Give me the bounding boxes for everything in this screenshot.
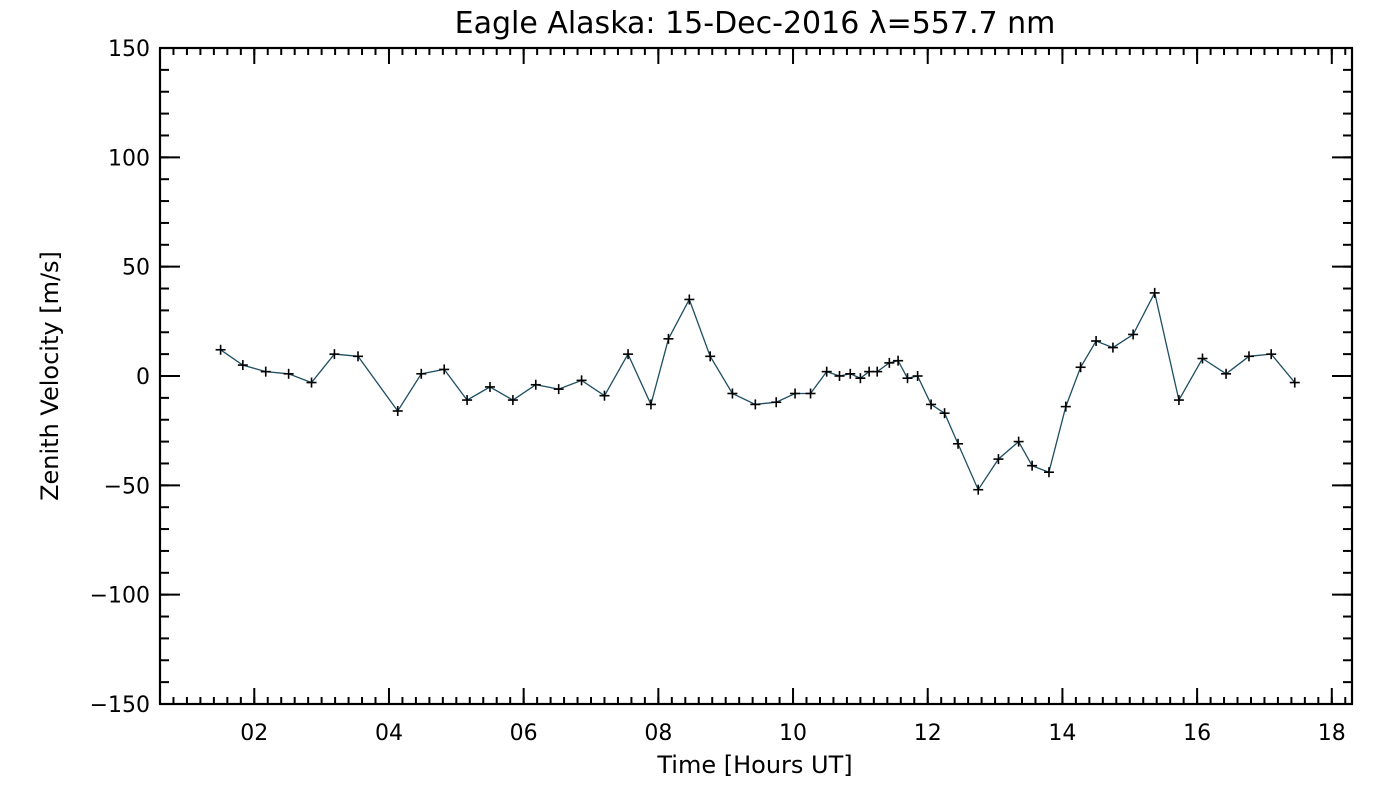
x-tick-label: 10 <box>779 721 807 746</box>
data-point <box>893 355 904 366</box>
data-point <box>530 379 541 390</box>
data-point <box>306 377 317 388</box>
data-point <box>821 366 832 377</box>
y-tick-label: −50 <box>104 474 150 499</box>
data-point <box>1266 349 1277 360</box>
data-point <box>805 388 816 399</box>
data-point <box>599 390 610 401</box>
data-point <box>973 484 984 495</box>
data-point <box>1243 351 1254 362</box>
data-point <box>484 381 495 392</box>
data-point <box>329 349 340 360</box>
y-tick-labels: −150 −100 −50 0 50 100 150 <box>90 37 150 718</box>
data-point <box>215 344 226 355</box>
data-point <box>462 395 473 406</box>
data-point <box>926 399 937 410</box>
data-point <box>1091 336 1102 347</box>
chart-title: Eagle Alaska: 15-Dec-2016 λ=557.7 nm <box>455 6 1056 41</box>
x-tick-label: 18 <box>1318 721 1346 746</box>
y-tick-label: −150 <box>90 693 150 718</box>
data-point <box>872 366 883 377</box>
x-tick-label: 06 <box>510 721 538 746</box>
data-point <box>416 368 427 379</box>
data-point <box>1289 377 1300 388</box>
data-point <box>645 399 656 410</box>
data-point <box>834 371 845 381</box>
data-point <box>392 405 403 416</box>
data-point <box>1027 460 1038 471</box>
data-point <box>439 364 450 375</box>
data-point <box>1221 368 1232 379</box>
data-point <box>663 333 674 344</box>
data-point <box>750 399 761 410</box>
y-tick-label: −100 <box>90 584 150 609</box>
data-point <box>902 373 913 384</box>
data-point <box>576 375 587 386</box>
y-tick-label: 150 <box>108 37 150 62</box>
y-axis-label: Zenith Velocity [m/s] <box>36 251 64 501</box>
x-tick-labels: 02 04 06 08 10 12 14 16 18 <box>240 721 1346 746</box>
x-tick-label: 16 <box>1183 721 1211 746</box>
data-point <box>623 349 634 360</box>
y-tick-label: 0 <box>136 365 150 390</box>
x-tick-label: 02 <box>240 721 268 746</box>
data-point <box>727 388 738 399</box>
data-point <box>283 368 294 379</box>
data-point <box>1149 287 1160 298</box>
data-point <box>953 438 964 449</box>
x-axis-label: Time [Hours UT] <box>656 751 852 779</box>
data-point <box>790 388 801 399</box>
data-point <box>1173 395 1184 406</box>
data-point <box>845 368 856 379</box>
x-tick-label: 04 <box>375 721 403 746</box>
data-point <box>553 384 564 395</box>
x-tick-label: 08 <box>644 721 672 746</box>
major-ticks <box>160 47 1352 705</box>
data-point <box>684 294 695 305</box>
data-point <box>1128 329 1139 340</box>
data-point <box>1197 353 1208 364</box>
data-point <box>352 351 363 362</box>
data-point <box>1060 401 1071 412</box>
data-point <box>884 357 895 368</box>
data-point <box>1075 362 1086 373</box>
y-tick-label: 50 <box>122 256 150 281</box>
series-line <box>220 291 1296 492</box>
data-point <box>912 371 923 381</box>
x-tick-label: 14 <box>1048 721 1076 746</box>
data-point <box>507 395 518 406</box>
data-point <box>1043 467 1054 478</box>
data-point <box>1107 342 1118 353</box>
y-tick-label: 100 <box>108 146 150 171</box>
data-point <box>855 373 866 384</box>
data-point <box>705 351 716 362</box>
data-point <box>993 454 1004 465</box>
data-point <box>237 360 248 371</box>
data-point <box>260 366 271 377</box>
data-point <box>1013 436 1024 447</box>
data-point <box>771 397 782 408</box>
x-tick-label: 12 <box>914 721 942 746</box>
series-markers <box>215 287 1300 495</box>
data-point <box>939 408 950 419</box>
